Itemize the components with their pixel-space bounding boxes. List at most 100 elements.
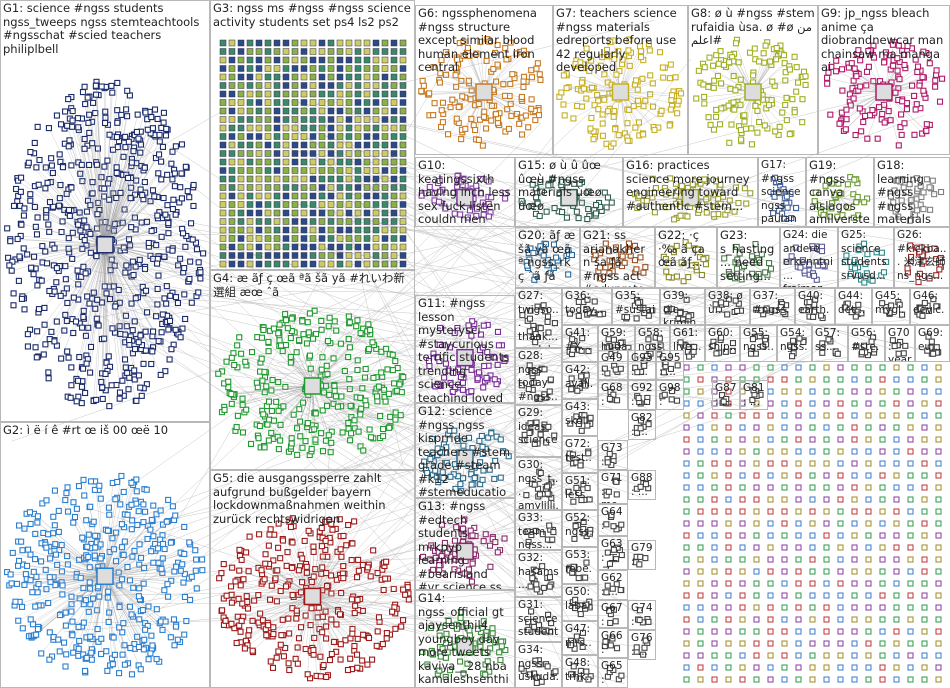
node	[45, 125, 52, 132]
node	[907, 460, 914, 467]
node	[683, 616, 690, 623]
node	[104, 157, 111, 164]
node	[169, 148, 176, 155]
node	[767, 448, 774, 455]
node	[781, 628, 788, 635]
node	[879, 520, 886, 527]
node	[921, 556, 928, 563]
node	[767, 604, 774, 611]
node	[172, 326, 179, 333]
node	[195, 259, 202, 266]
edge	[19, 205, 106, 245]
edge	[104, 244, 199, 263]
edge	[104, 244, 106, 391]
node	[103, 290, 110, 297]
node	[753, 556, 760, 563]
node	[8, 267, 15, 274]
node	[30, 253, 38, 260]
node	[809, 556, 816, 563]
node	[10, 302, 17, 309]
node	[127, 195, 134, 202]
node	[725, 592, 732, 599]
node	[683, 376, 690, 383]
node	[195, 289, 202, 296]
node	[935, 640, 942, 647]
node	[893, 460, 900, 467]
node	[935, 592, 942, 599]
node	[77, 170, 84, 177]
node	[935, 508, 942, 515]
node	[935, 532, 942, 539]
node	[837, 580, 844, 587]
node	[781, 640, 788, 647]
node	[935, 424, 942, 431]
node	[739, 592, 746, 599]
node	[823, 424, 830, 431]
node	[139, 283, 146, 290]
node	[907, 412, 914, 419]
node	[163, 125, 170, 132]
node	[76, 209, 83, 216]
node	[893, 436, 900, 443]
node	[27, 197, 34, 204]
node	[753, 484, 760, 491]
node	[181, 291, 188, 298]
node	[921, 616, 928, 623]
node	[36, 156, 43, 164]
node	[683, 580, 690, 587]
node	[148, 360, 155, 368]
node	[795, 628, 802, 635]
node	[683, 556, 690, 563]
node	[767, 400, 774, 407]
node	[182, 315, 189, 323]
node	[879, 424, 886, 431]
node	[823, 532, 830, 539]
node	[63, 285, 70, 292]
node	[781, 472, 788, 479]
node	[907, 364, 914, 371]
node	[178, 141, 185, 148]
node	[725, 544, 732, 551]
edge	[101, 244, 106, 388]
edge	[305, 382, 573, 492]
node	[823, 364, 830, 371]
node	[711, 484, 718, 491]
node	[135, 339, 142, 346]
node	[99, 395, 106, 402]
node	[683, 448, 690, 455]
node	[28, 264, 35, 271]
node	[135, 135, 142, 142]
node	[739, 664, 746, 671]
node	[725, 436, 732, 443]
node	[879, 448, 886, 455]
node	[893, 544, 900, 551]
node	[935, 364, 942, 371]
node	[697, 568, 704, 575]
node	[162, 368, 169, 375]
node	[753, 508, 760, 515]
node	[711, 532, 718, 539]
edge	[104, 244, 158, 290]
node	[767, 544, 774, 551]
edge	[128, 278, 662, 592]
edge	[73, 244, 106, 334]
node	[149, 348, 156, 355]
node	[739, 604, 746, 611]
node	[162, 132, 170, 139]
node	[739, 520, 746, 527]
node	[200, 250, 207, 257]
node	[879, 676, 886, 683]
edge	[295, 398, 573, 627]
node	[683, 400, 690, 407]
node	[851, 592, 858, 599]
node	[879, 364, 886, 371]
node	[879, 412, 886, 419]
node	[837, 484, 844, 491]
node	[837, 664, 844, 671]
node	[83, 360, 90, 367]
edge	[312, 108, 607, 499]
edge	[54, 244, 106, 342]
node	[113, 164, 120, 171]
node	[15, 277, 22, 284]
edge	[64, 143, 106, 245]
